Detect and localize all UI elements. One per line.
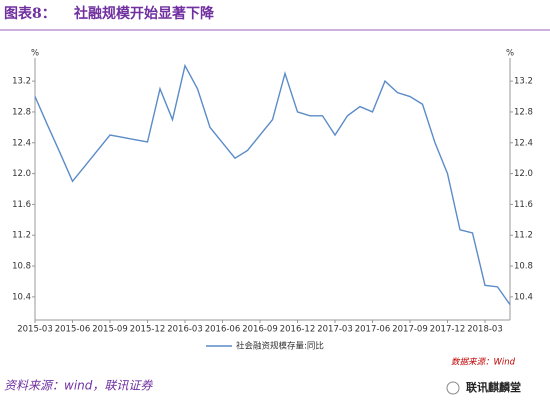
y2-tick-label: 10.8 <box>514 262 533 272</box>
x-tick-label: 2018-03 <box>467 325 503 335</box>
chart-title-label: 图表8： <box>4 5 56 22</box>
x-tick-label: 2015-06 <box>55 325 91 335</box>
x-tick-label: 2016-12 <box>280 325 316 335</box>
x-tick-label: 2017-06 <box>355 325 391 335</box>
y-unit: % <box>31 49 39 59</box>
y2-unit: % <box>506 49 514 59</box>
x-tick-label: 2016-06 <box>205 325 241 335</box>
y2-tick-label: 11.2 <box>514 231 533 241</box>
x-tick-label: 2017-09 <box>392 325 428 335</box>
y-tick-label: 11.6 <box>12 200 31 210</box>
chart-title: 社融规模开始显著下降 <box>73 5 215 22</box>
y2-tick-label: 13.2 <box>514 77 533 87</box>
x-tick-label: 2017-12 <box>430 325 466 335</box>
y2-tick-label: 12.0 <box>514 169 533 179</box>
x-tick-label: 2015-09 <box>92 325 128 335</box>
footnote: 资料来源：wind，联讯证券 <box>4 379 153 393</box>
data-line <box>34 63 511 305</box>
y-tick-label: 13.2 <box>12 77 31 87</box>
y2-tick-label: 11.6 <box>514 200 533 210</box>
legend-label: 社会融资规模存量:同比 <box>236 341 324 352</box>
y-tick-label: 12.8 <box>12 107 31 117</box>
watermark: 联讯麒麟堂 <box>466 380 521 394</box>
x-tick-label: 2015-03 <box>17 325 53 335</box>
source: 数据来源：Wind <box>451 357 516 368</box>
x-tick-label: 2015-12 <box>130 325 166 335</box>
y-tick-label: 12.0 <box>12 169 31 179</box>
x-tick-label: 2016-09 <box>242 325 278 335</box>
y2-tick-label: 10.4 <box>514 292 533 302</box>
y-tick-label: 12.4 <box>12 138 31 148</box>
logo-icon <box>446 381 460 395</box>
y-tick-label: 10.4 <box>12 292 31 302</box>
y-tick-label: 11.2 <box>12 231 31 241</box>
x-tick-label: 2017-03 <box>317 325 353 335</box>
y2-tick-label: 12.8 <box>514 107 533 117</box>
y2-tick-label: 12.4 <box>514 138 533 148</box>
x-tick-label: 2016-03 <box>167 325 203 335</box>
y-tick-label: 10.8 <box>12 262 31 272</box>
